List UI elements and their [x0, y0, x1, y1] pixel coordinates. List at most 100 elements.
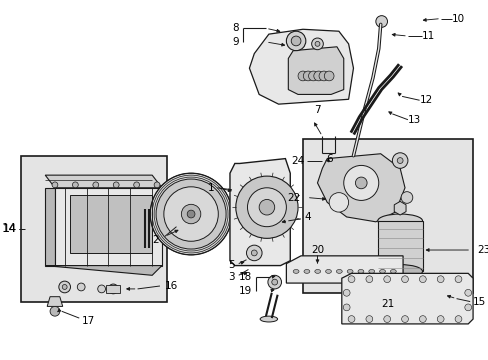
Ellipse shape: [379, 270, 385, 273]
Circle shape: [464, 289, 470, 296]
Text: 14: 14: [2, 222, 17, 235]
Circle shape: [328, 193, 348, 212]
Circle shape: [383, 276, 390, 283]
Text: 12: 12: [419, 95, 432, 105]
Circle shape: [72, 182, 78, 188]
Text: 3: 3: [228, 272, 234, 282]
Circle shape: [419, 316, 426, 323]
Text: 7: 7: [314, 105, 320, 115]
Circle shape: [400, 192, 412, 203]
Circle shape: [163, 187, 218, 241]
Text: 23: 23: [476, 245, 488, 255]
Circle shape: [298, 71, 307, 81]
Circle shape: [108, 284, 118, 294]
Text: 11: 11: [421, 31, 434, 41]
Circle shape: [355, 177, 366, 189]
Circle shape: [343, 304, 349, 311]
Ellipse shape: [389, 270, 395, 273]
Circle shape: [343, 165, 378, 201]
Text: 1: 1: [207, 183, 214, 193]
Circle shape: [93, 182, 99, 188]
Circle shape: [343, 289, 349, 296]
Circle shape: [454, 276, 461, 283]
Circle shape: [52, 182, 58, 188]
Circle shape: [396, 158, 402, 163]
Circle shape: [187, 210, 195, 218]
Ellipse shape: [377, 265, 422, 278]
Circle shape: [365, 276, 372, 283]
Circle shape: [50, 306, 60, 316]
Circle shape: [436, 316, 443, 323]
Text: 6: 6: [325, 154, 332, 163]
Text: 14: 14: [3, 224, 17, 234]
Circle shape: [464, 304, 470, 311]
Text: 9: 9: [232, 37, 238, 47]
Circle shape: [303, 71, 312, 81]
Circle shape: [291, 36, 300, 46]
Circle shape: [181, 204, 201, 224]
Circle shape: [401, 316, 407, 323]
Bar: [302, 139, 472, 293]
Ellipse shape: [336, 270, 342, 273]
Polygon shape: [317, 154, 404, 222]
Text: 2: 2: [152, 235, 159, 245]
Circle shape: [133, 182, 139, 188]
Polygon shape: [55, 188, 162, 266]
Ellipse shape: [314, 270, 320, 273]
Polygon shape: [393, 201, 405, 215]
Circle shape: [391, 153, 407, 168]
Circle shape: [347, 316, 354, 323]
Circle shape: [286, 31, 305, 51]
Text: 16: 16: [164, 281, 178, 291]
Circle shape: [150, 173, 231, 255]
Polygon shape: [45, 175, 162, 188]
Circle shape: [235, 176, 298, 238]
Circle shape: [154, 182, 160, 188]
Circle shape: [454, 316, 461, 323]
Text: 18: 18: [239, 272, 252, 282]
Circle shape: [247, 188, 286, 227]
Circle shape: [98, 285, 105, 293]
Circle shape: [311, 38, 323, 50]
Text: 4: 4: [304, 212, 311, 222]
Circle shape: [314, 41, 319, 46]
Ellipse shape: [325, 270, 331, 273]
Text: 19: 19: [239, 286, 252, 296]
Circle shape: [436, 276, 443, 283]
Text: 5: 5: [228, 260, 234, 270]
Text: 20: 20: [310, 245, 324, 255]
Polygon shape: [288, 47, 343, 94]
Circle shape: [62, 284, 67, 289]
Polygon shape: [249, 29, 353, 104]
Circle shape: [318, 71, 328, 81]
Ellipse shape: [304, 270, 309, 273]
Circle shape: [246, 245, 262, 261]
Text: 13: 13: [407, 115, 420, 125]
Circle shape: [267, 275, 281, 289]
Polygon shape: [229, 159, 290, 266]
Ellipse shape: [377, 214, 422, 228]
Circle shape: [347, 276, 354, 283]
Polygon shape: [45, 188, 55, 266]
Circle shape: [156, 179, 225, 249]
Circle shape: [375, 16, 386, 27]
Ellipse shape: [346, 270, 352, 273]
Circle shape: [77, 283, 85, 291]
Circle shape: [113, 182, 119, 188]
Polygon shape: [45, 266, 162, 275]
Bar: [21, 156, 166, 302]
Text: 17: 17: [82, 316, 95, 326]
Bar: [69, 195, 152, 253]
Text: 15: 15: [472, 297, 486, 307]
Text: 24: 24: [291, 156, 304, 166]
Circle shape: [251, 250, 257, 256]
Ellipse shape: [293, 270, 298, 273]
Bar: [106, 285, 120, 293]
Ellipse shape: [357, 270, 363, 273]
Ellipse shape: [260, 316, 277, 322]
Text: 10: 10: [451, 14, 464, 23]
Text: 22: 22: [287, 193, 300, 203]
Polygon shape: [286, 256, 402, 283]
Polygon shape: [341, 273, 472, 324]
Circle shape: [324, 71, 333, 81]
